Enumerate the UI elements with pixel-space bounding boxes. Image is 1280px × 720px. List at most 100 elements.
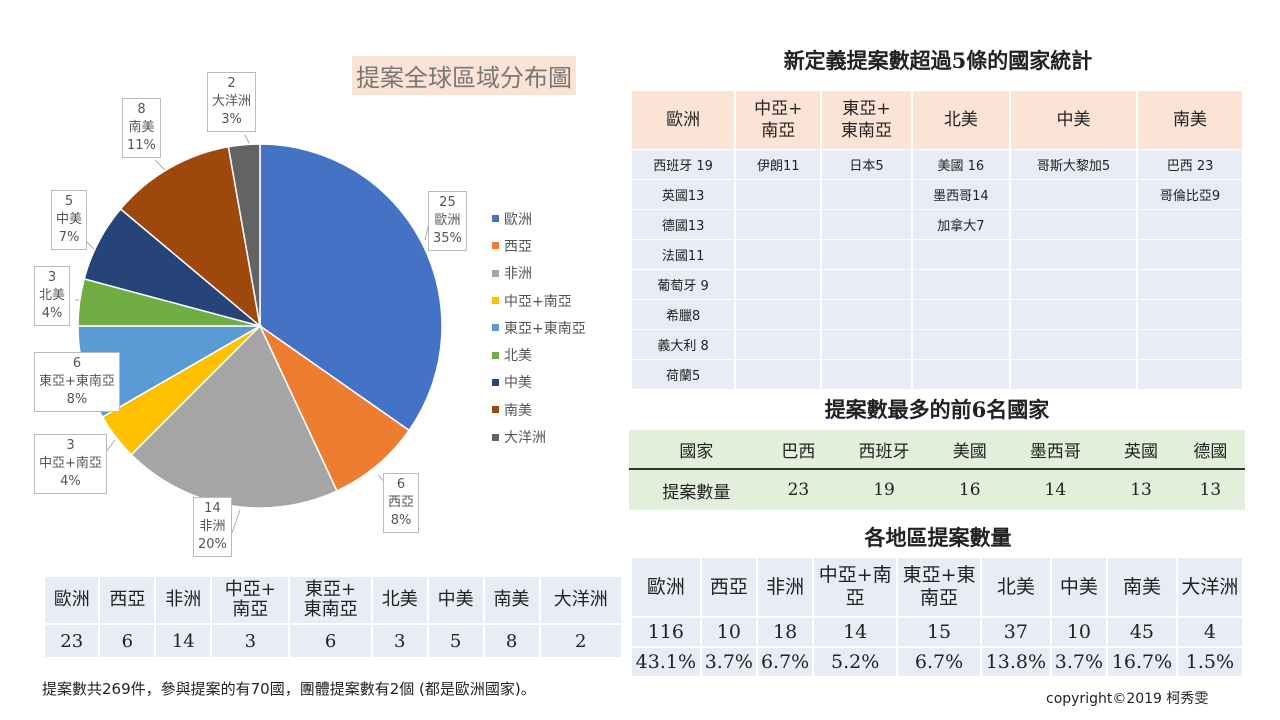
header-row: 歐洲 中亞+ 南亞 東亞+ 東南亞 北美 中美 南美 [632,91,1244,150]
legend-label: 中亞+南亞 [504,293,572,310]
table-cell [1137,269,1244,300]
legend-swatch [492,242,499,250]
table-cell: 19 [833,469,936,510]
table-cell: 希臘8 [632,299,737,330]
legend-swatch [492,433,499,441]
header-cell: 大洋洲 [539,577,623,624]
header-cell: 非洲 [756,558,815,617]
header-cell: 西班牙 [833,430,936,470]
table-cell: 13 [1106,469,1176,510]
header-cell: 大洋洲 [1176,558,1245,617]
table-cell: 伊朗11 [735,149,823,180]
header-row: 歐洲西亞非洲中亞+南亞東亞+東南亞北美中美南美大洋洲 [45,577,623,624]
header-cell: 墨西哥 [1004,430,1107,470]
legend-swatch [492,351,499,359]
table-cell: 荷蘭5 [632,359,737,390]
table-cell: 4 [1176,616,1245,647]
top6-table: 國家 巴西 西班牙 美國 墨西哥 英國 德國 提案數量 23 19 16 14 13 13 [629,430,1245,510]
table-cell: 日本5 [821,149,913,180]
table-cell: 14 [813,616,899,647]
legend-item: 中亞+南亞 [492,287,586,314]
table-cell [821,299,913,330]
legend-label: 大洋洲 [504,430,546,447]
table-cell: 6 [99,623,157,657]
table-cell [735,269,823,300]
table-cell [821,239,913,270]
legend-swatch [492,324,499,332]
table-cell [821,179,913,210]
table-cell [735,299,823,330]
table-row: 荷蘭5 [632,359,1244,390]
header-cell: 北美 [980,558,1052,617]
legend-item: 東亞+東南亞 [492,314,586,341]
label-central-south-asia: 3 中亞+南亞 4% [34,434,107,494]
header-cell: 德國 [1175,430,1245,470]
table-cell [1009,179,1139,210]
table-cell [821,209,913,240]
table-cell: 3 [211,623,291,657]
table-cell: 14 [155,623,213,657]
header-cell: 歐洲 [632,558,702,617]
legend-label: 非洲 [504,266,532,283]
table-cell: 116 [632,616,702,647]
table-cell [735,359,823,390]
table-cell [911,359,1011,390]
header-cell: 北美 [911,91,1011,150]
table-cell: 3.7% [700,646,758,676]
table-cell: 墨西哥14 [911,179,1011,210]
table-row: 義大利 8 [632,329,1244,360]
table-cell: 3.7% [1050,646,1109,676]
table-cell [735,329,823,360]
table-cell [1137,239,1244,270]
header-cell: 歐洲 [45,577,101,624]
label-oceania: 2 大洋洲 3% [207,72,257,132]
table-row: 英國13 墨西哥14 哥倫比亞9 [632,179,1244,210]
label-central-america: 5 中美 7% [51,190,88,250]
table-cell: 德國13 [632,209,737,240]
table-cell [735,179,823,210]
legend-swatch [492,297,499,305]
table-cell: 法國11 [632,239,737,270]
legend-swatch [492,269,499,277]
label-africa: 14 非洲 20% [193,497,232,557]
country-table-title: 新定義提案數超過5條的國家統計 [783,48,1093,73]
legend-item: 大洋洲 [492,423,586,450]
table-cell: 8 [483,623,541,657]
table-cell [821,359,913,390]
header-cell: 中美 [1009,91,1139,150]
label-europe: 25 歐洲 35% [428,191,467,251]
legend-item: 西亞 [492,232,586,259]
legend-label: 南美 [504,402,532,419]
table-cell [1009,209,1139,240]
table-row: 西班牙 19 伊朗11 日本5 美國 16 哥斯大黎加5 巴西 23 [632,149,1244,180]
header-cell: 英國 [1106,430,1176,470]
table-cell [1137,209,1244,240]
legend-item: 南美 [492,396,586,423]
pie-slice-8 [227,143,261,327]
header-cell: 歐洲 [632,91,737,150]
table-cell [911,269,1011,300]
header-cell: 北美 [371,577,429,624]
table-row: 德國13 加拿大7 [632,209,1244,240]
pie-slice-0 [259,143,443,432]
legend-label: 北美 [504,348,532,365]
table-cell [1009,299,1139,330]
table-cell [1137,299,1244,330]
label-north-america: 3 北美 4% [34,266,71,326]
pie-chart [75,134,443,534]
legend-label: 西亞 [504,238,532,255]
header-cell: 西亞 [99,577,157,624]
table-cell: 美國 16 [911,149,1011,180]
table-cell: 哥斯大黎加5 [1009,149,1139,180]
table-cell: 義大利 8 [632,329,737,360]
header-cell: 南美 [1137,91,1244,150]
header-cell: 非洲 [155,577,213,624]
table-cell: 43.1% [632,646,702,676]
label-east-asia: 6 東亞+東南亞 8% [34,352,120,412]
table-cell: 巴西 23 [1137,149,1244,180]
header-cell: 中亞+南亞 [211,577,291,624]
table-cell: 6 [289,623,373,657]
table-row: 提案數量 23 19 16 14 13 13 [629,469,1245,510]
legend: 歐洲 西亞 非洲 中亞+南亞 東亞+東南亞 北美 中美 南美 大洋洲 [492,205,586,451]
table-cell: 16 [935,469,1005,510]
